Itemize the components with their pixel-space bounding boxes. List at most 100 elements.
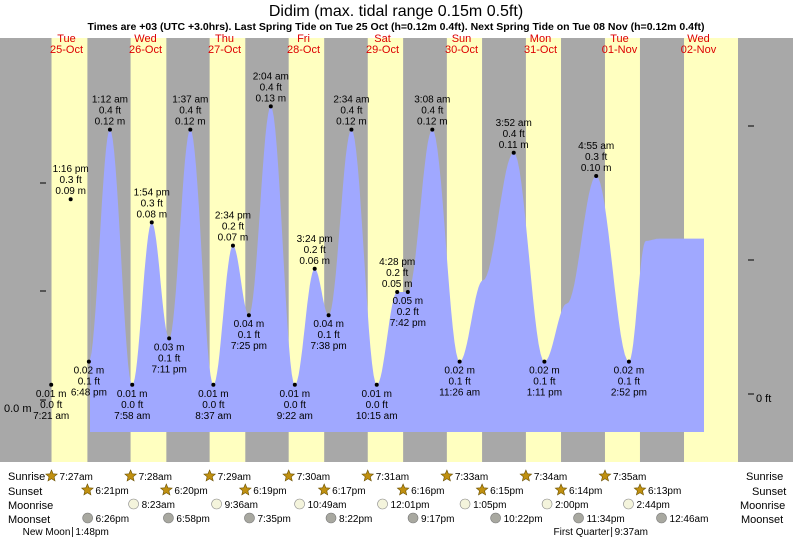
- moonrise-time-5: 2:00pm: [555, 500, 588, 511]
- sunset-icon-4: [396, 483, 410, 496]
- moonset-time-2: 7:35pm: [257, 514, 290, 525]
- sunrise-time-7: 7:35am: [613, 472, 646, 483]
- day-label-dow-2: Thu: [215, 33, 234, 45]
- day-label-dow-6: Mon: [530, 33, 551, 45]
- moonset-icon-1: [163, 512, 174, 524]
- day-label-date-0: 25-Oct: [50, 44, 83, 56]
- row-label-sunset-right: Sunset: [752, 486, 786, 498]
- moonset-time-1: 6:58pm: [176, 514, 209, 525]
- day-label-dow-5: Sun: [452, 33, 472, 45]
- day-label-date-8: 02-Nov: [681, 44, 717, 56]
- moonrise-icon-5: [541, 498, 553, 510]
- tide-label-ft-24: 0.1 ft: [618, 377, 640, 388]
- sunset-icon-3: [317, 483, 331, 496]
- sunset-icon-6: [554, 483, 568, 496]
- tide-label-time-17: 4:28 pm: [379, 257, 415, 268]
- tide-point-1: [68, 197, 73, 202]
- tide-label-m-9: 0.07 m: [218, 233, 249, 244]
- moonset-icon-6: [573, 512, 584, 524]
- tide-label-ft-23: 0.3 ft: [585, 152, 607, 163]
- tide-label-time-0: 7:21 am: [33, 411, 69, 422]
- tide-point-0: [49, 382, 54, 387]
- moonrise-time-2: 10:49am: [308, 500, 347, 511]
- moon-phase-time-1: 9:37am: [615, 527, 648, 538]
- tide-point-2: [86, 359, 91, 364]
- moonrise-icon-2: [294, 498, 305, 510]
- tide-point-16: [374, 382, 379, 387]
- tide-label-time-12: 9:22 am: [277, 411, 313, 422]
- moonset-icon-0: [82, 512, 93, 524]
- moonset-icon-7: [656, 512, 667, 524]
- tide-label-time-24: 2:52 pm: [611, 388, 647, 399]
- day-label-date-3: 28-Oct: [287, 44, 320, 56]
- sunrise-time-0: 7:27am: [60, 472, 93, 483]
- row-label-moonset-left: Moonset: [8, 514, 50, 526]
- tide-label-time-23: 4:55 am: [578, 141, 614, 152]
- tide-label-m-22: 0.02 m: [529, 366, 560, 377]
- tide-label-time-3: 1:12 am: [92, 95, 128, 106]
- tide-label-ft-7: 0.4 ft: [179, 106, 201, 117]
- moon-phase-name-0: New Moon: [23, 527, 71, 538]
- sunrise-icon-0: [45, 469, 58, 482]
- sunset-icon-7: [633, 483, 647, 496]
- tide-label-m-7: 0.12 m: [175, 117, 206, 128]
- tide-label-m-18: 0.05 m: [393, 296, 424, 307]
- tide-point-7: [188, 127, 193, 132]
- tide-labels: 0.01 m0.0 ft7:21 am1:16 pm0.3 ft0.09 m0.…: [33, 71, 647, 421]
- day-band-0: [51, 38, 88, 462]
- day-label-dow-8: Wed: [687, 33, 709, 45]
- tide-label-m-14: 0.04 m: [313, 319, 344, 330]
- sunrise-icon-2: [203, 469, 217, 482]
- row-label-sunrise-right: Sunrise: [746, 471, 783, 483]
- tide-point-14: [326, 313, 331, 318]
- tide-label-time-19: 3:08 am: [414, 95, 450, 106]
- day-labels: Tue25-OctWed26-OctThu27-OctFri28-OctSat2…: [50, 33, 717, 56]
- moonset-icon-2: [244, 512, 255, 524]
- sunrise-time-1: 7:28am: [139, 472, 172, 483]
- tide-point-24: [626, 359, 631, 364]
- day-label-date-1: 26-Oct: [129, 44, 162, 56]
- tide-label-m-0: 0.01 m: [36, 389, 67, 400]
- sunset-time-0: 6:21pm: [95, 486, 128, 497]
- row-label-moonset-right: Moonset: [741, 514, 783, 526]
- day-label-dow-3: Fri: [297, 33, 310, 45]
- day-label-dow-0: Tue: [57, 33, 76, 45]
- sunrise-icon-5: [440, 469, 454, 482]
- row-label-sunrise-left: Sunrise: [8, 471, 45, 483]
- moonrise-time-4: 1:05pm: [473, 500, 506, 511]
- tide-label-time-21: 3:52 am: [496, 118, 532, 129]
- axes: 0.0 m 0 ft: [4, 125, 771, 415]
- tide-label-m-15: 0.12 m: [336, 117, 367, 128]
- tide-area: [90, 106, 704, 433]
- tide-label-ft-4: 0.0 ft: [121, 400, 143, 411]
- tide-label-m-11: 0.13 m: [256, 93, 287, 104]
- moonset-icon-4: [407, 512, 419, 524]
- chart-subtitle: Times are +03 (UTC +3.0hrs). Last Spring…: [88, 21, 705, 33]
- sunset-icon-0: [80, 483, 94, 496]
- row-label-moonrise-left: Moonrise: [8, 500, 53, 512]
- tide-label-m-3: 0.12 m: [95, 117, 126, 128]
- moonrise-time-0: 8:23am: [142, 500, 175, 511]
- tide-point-13: [312, 266, 317, 271]
- tide-point-17: [395, 290, 400, 294]
- tide-label-ft-5: 0.3 ft: [141, 198, 163, 209]
- tide-label-time-18: 7:42 pm: [390, 318, 426, 329]
- tide-label-m-12: 0.01 m: [280, 389, 311, 400]
- tide-label-time-15: 2:34 am: [333, 95, 369, 106]
- sunrise-icon-4: [361, 469, 375, 482]
- moonrise-icon-3: [377, 498, 388, 510]
- sunrise-icon-7: [598, 469, 612, 482]
- tide-label-time-20: 11:26 am: [439, 388, 480, 399]
- tide-label-m-10: 0.04 m: [234, 319, 265, 330]
- tide-label-m-20: 0.02 m: [444, 366, 475, 377]
- tide-label-time-8: 8:37 am: [195, 411, 231, 422]
- tide-label-time-13: 3:24 pm: [297, 234, 333, 245]
- tide-label-m-16: 0.01 m: [361, 389, 392, 400]
- moonset-time-4: 9:17pm: [421, 514, 454, 525]
- tide-label-time-4: 7:58 am: [114, 411, 150, 422]
- sunrise-icon-3: [282, 469, 296, 482]
- sunset-icon-2: [238, 483, 252, 496]
- tide-label-time-2: 6:48 pm: [71, 388, 107, 399]
